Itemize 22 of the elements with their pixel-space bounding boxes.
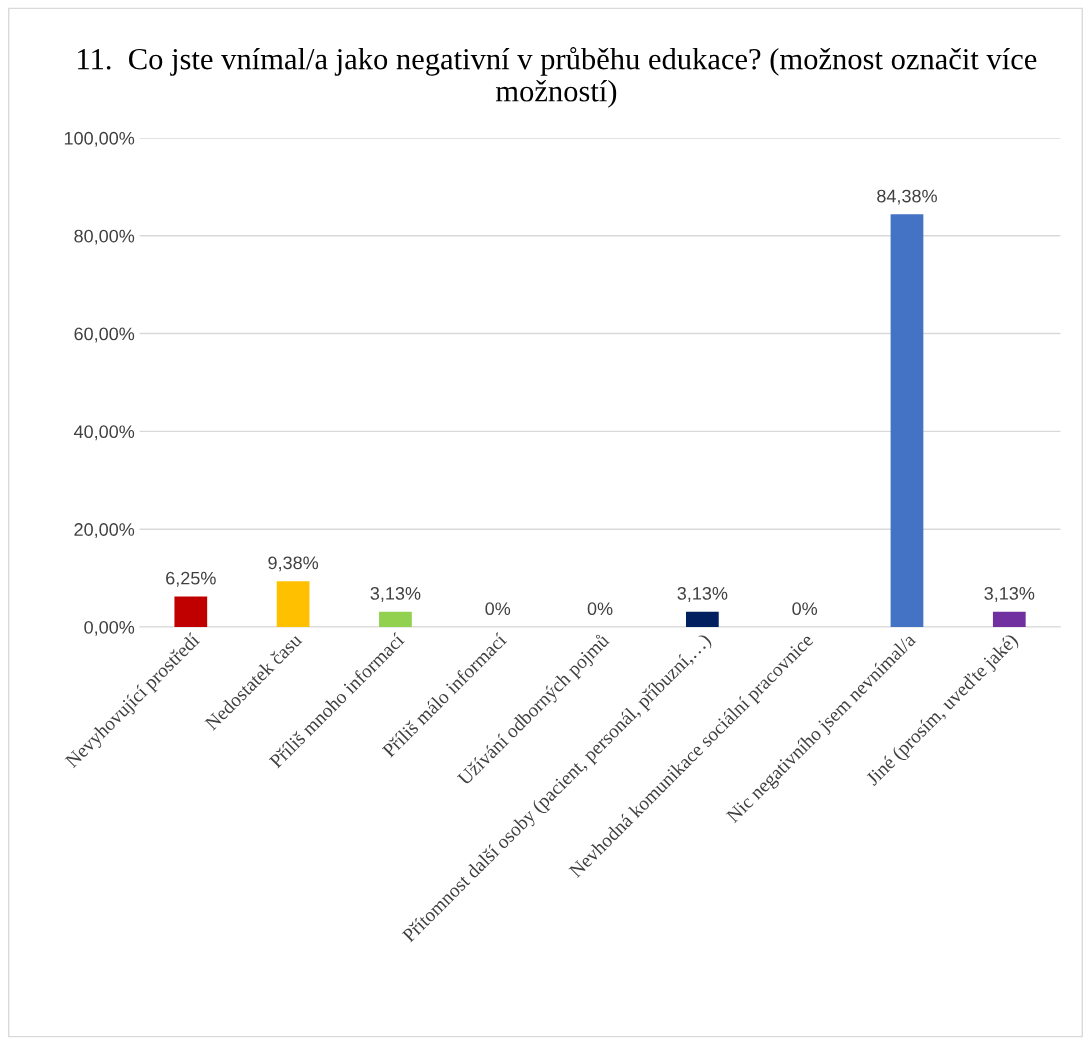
data-label: 0% xyxy=(485,602,511,616)
data-label: 0% xyxy=(587,602,613,616)
data-label: 0% xyxy=(792,602,818,616)
bar xyxy=(992,611,1026,627)
y-tick-label: 60,00% xyxy=(74,327,135,343)
data-label: 6,25% xyxy=(166,571,216,587)
y-tick-label: 20,00% xyxy=(74,523,135,539)
bar xyxy=(890,214,924,627)
bar xyxy=(174,596,208,627)
data-label: 3,13% xyxy=(370,587,421,602)
bar xyxy=(276,581,310,627)
chart-title: 11. Co jste vnímal/a jako negativní v průběhu edukace? (možnost označit více možností) xyxy=(78,47,1037,108)
bar xyxy=(379,611,412,627)
bar xyxy=(685,611,719,627)
y-tick-label: 0,00% xyxy=(84,620,135,636)
y-tick-label: 100,00% xyxy=(64,131,135,147)
y-tick-label: 80,00% xyxy=(74,229,135,245)
data-label: 9,38% xyxy=(268,556,319,572)
data-label: 3,13% xyxy=(677,587,728,602)
data-label: 84,38% xyxy=(877,189,937,205)
data-label: 3,13% xyxy=(984,587,1035,602)
y-tick-label: 40,00% xyxy=(73,425,135,441)
